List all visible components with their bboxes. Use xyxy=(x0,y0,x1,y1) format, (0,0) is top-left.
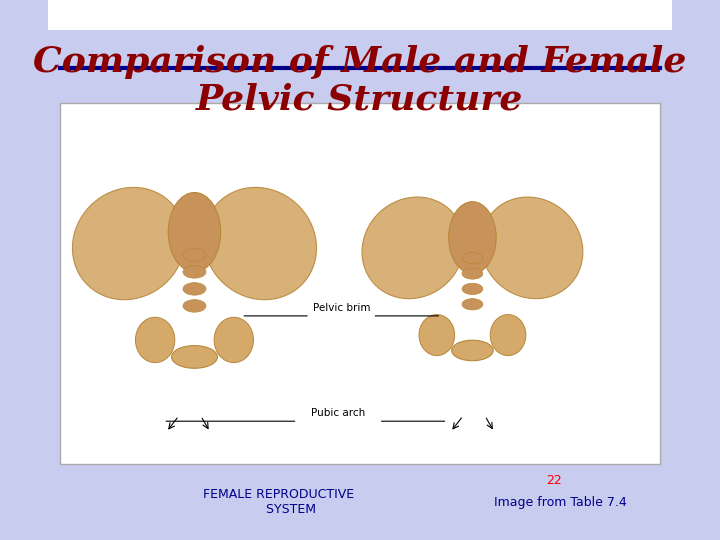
Ellipse shape xyxy=(183,248,206,261)
Ellipse shape xyxy=(73,187,185,300)
Text: Pubic arch: Pubic arch xyxy=(311,408,365,418)
Ellipse shape xyxy=(462,299,483,310)
Ellipse shape xyxy=(462,284,483,294)
Ellipse shape xyxy=(362,197,464,299)
Ellipse shape xyxy=(490,314,526,355)
Text: Pelvic Structure: Pelvic Structure xyxy=(197,83,523,117)
Text: FEMALE REPRODUCTIVE
      SYSTEM: FEMALE REPRODUCTIVE SYSTEM xyxy=(203,488,354,516)
Ellipse shape xyxy=(171,346,217,368)
Ellipse shape xyxy=(183,300,206,312)
Ellipse shape xyxy=(214,317,253,363)
Text: Pelvic brim: Pelvic brim xyxy=(312,303,370,313)
Ellipse shape xyxy=(168,192,221,272)
Ellipse shape xyxy=(462,268,483,279)
Ellipse shape xyxy=(183,282,206,295)
Ellipse shape xyxy=(419,314,454,355)
Ellipse shape xyxy=(481,197,583,299)
FancyBboxPatch shape xyxy=(48,0,672,30)
Ellipse shape xyxy=(449,201,496,273)
Ellipse shape xyxy=(204,187,317,300)
Text: 22: 22 xyxy=(546,474,562,487)
Text: Image from Table 7.4: Image from Table 7.4 xyxy=(493,496,626,509)
Ellipse shape xyxy=(183,266,206,278)
FancyBboxPatch shape xyxy=(60,103,660,464)
Ellipse shape xyxy=(451,340,493,361)
Text: Comparison of Male and Female: Comparison of Male and Female xyxy=(33,45,687,79)
Ellipse shape xyxy=(135,317,175,363)
Ellipse shape xyxy=(462,253,483,264)
